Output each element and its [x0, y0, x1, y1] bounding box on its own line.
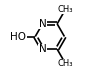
- Text: N: N: [39, 44, 46, 54]
- Text: CH₃: CH₃: [58, 59, 73, 68]
- Text: CH₃: CH₃: [58, 5, 73, 14]
- Text: N: N: [39, 19, 46, 29]
- Text: HO: HO: [10, 32, 26, 41]
